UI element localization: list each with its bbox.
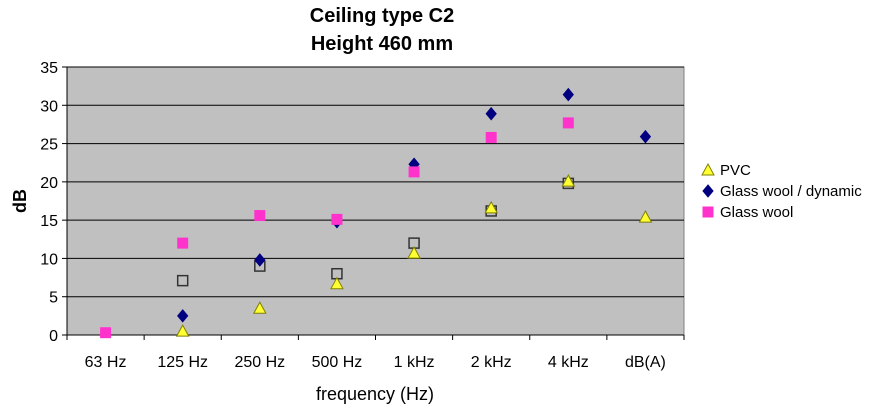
data-point [562, 117, 574, 129]
x-axis-label: frequency (Hz) [316, 384, 434, 404]
data-point [100, 327, 112, 339]
plot-area [66, 66, 685, 336]
data-point [252, 301, 267, 314]
data-point [254, 210, 266, 222]
y-tick-label: 20 [40, 175, 58, 192]
x-tick-label: dB(A) [625, 354, 666, 371]
legend-marker [702, 184, 714, 198]
x-tick-label: 500 Hz [312, 354, 363, 371]
legend-label: PVC [720, 162, 751, 179]
data-point [485, 106, 497, 121]
x-tick-label: 250 Hz [234, 354, 285, 371]
x-tick-label: 125 Hz [157, 354, 208, 371]
y-tick-label: 15 [40, 213, 58, 230]
chart-title-line-1: Ceiling type C2 [310, 5, 454, 27]
data-point [638, 210, 653, 223]
legend-marker [701, 162, 715, 176]
y-tick-label: 25 [40, 137, 58, 154]
data-point [175, 324, 190, 337]
y-axis: 0 5 10 15 20 25 30 35 [40, 60, 68, 345]
data-point [407, 246, 421, 259]
data-point [408, 166, 420, 178]
legend-marker [702, 206, 714, 218]
y-tick-label: 5 [49, 290, 58, 307]
legend-label: Glass wool / dynamic [720, 183, 862, 200]
data-point [254, 253, 266, 267]
x-tick-label: 4 kHz [548, 354, 589, 371]
legend: PVC Glass wool / dynamic Glass wool [701, 162, 862, 221]
y-axis-label: dB [10, 189, 30, 213]
data-point [639, 129, 652, 144]
data-point [562, 87, 574, 102]
y-tick-label: 35 [40, 60, 58, 77]
gridlines [67, 66, 684, 298]
data-point [330, 276, 344, 290]
data-point [176, 274, 189, 287]
data-point [484, 200, 499, 214]
x-tick-label: 63 Hz [85, 354, 127, 371]
chart-title-line-2: Height 460 mm [311, 33, 453, 55]
data-points [100, 87, 653, 339]
x-tick-label: 1 kHz [394, 354, 435, 371]
y-tick-label: 10 [40, 251, 58, 268]
y-tick-label: 30 [40, 98, 58, 115]
legend-label: Glass wool [720, 204, 793, 221]
x-tick-label: 2 kHz [471, 354, 512, 371]
data-point [561, 174, 576, 187]
x-axis: 63 Hz 125 Hz 250 Hz 500 Hz 1 kHz 2 kHz 4 kHz dB… [66, 334, 685, 371]
data-point [177, 237, 189, 249]
data-point [331, 213, 343, 225]
data-point [485, 131, 497, 143]
data-point [177, 309, 189, 323]
y-tick-label: 0 [49, 328, 58, 345]
